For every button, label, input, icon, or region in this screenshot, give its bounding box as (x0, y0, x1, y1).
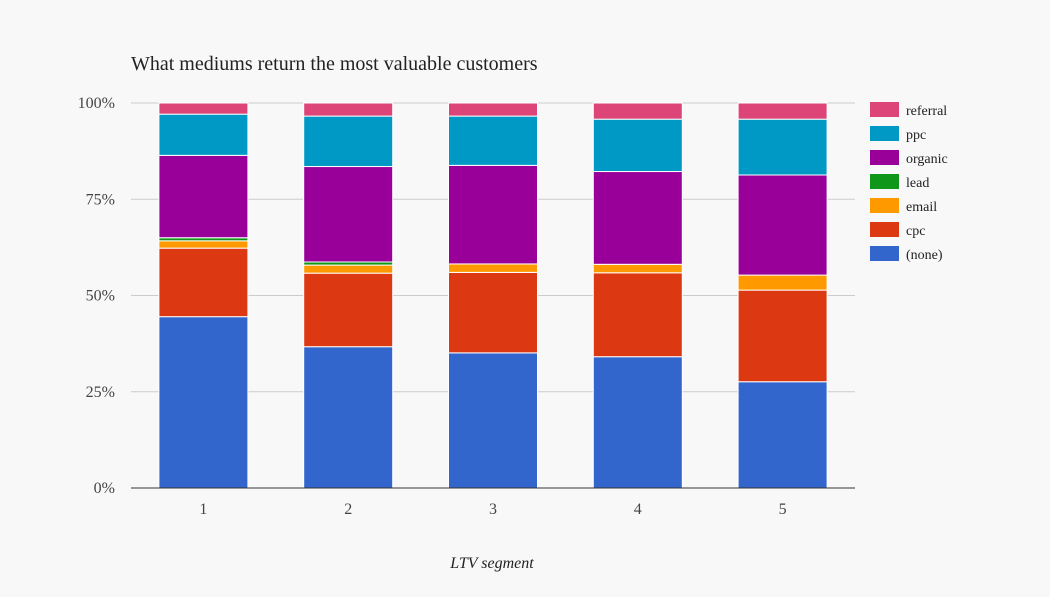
legend-swatch (870, 126, 899, 141)
legend-swatch (870, 222, 899, 237)
bar-segment-cpc-3[interactable] (448, 271, 538, 354)
legend-swatch (870, 102, 899, 117)
bar-segment-ppc-4[interactable] (592, 118, 683, 173)
x-tick-label: 4 (634, 501, 642, 518)
axes: 0% 25% 50% 75% 100% 1 2 3 4 5 (78, 95, 855, 518)
bar-segment-referral-2[interactable] (303, 102, 394, 117)
bar-segment-email-1[interactable] (158, 240, 249, 249)
bar-segment-none-5[interactable] (737, 381, 828, 489)
x-tick-label: 3 (489, 501, 497, 518)
bar-segment-ppc-2[interactable] (303, 115, 394, 168)
bar-segment-ppc-5[interactable] (737, 118, 828, 176)
bar-segment-ppc-3[interactable] (448, 115, 538, 166)
y-tick-label: 25% (86, 384, 115, 401)
bar-segment-cpc-5[interactable] (737, 289, 828, 383)
y-tick-label: 75% (86, 191, 115, 208)
bar-segment-email-5[interactable] (737, 274, 828, 291)
bar-segment-cpc-1[interactable] (158, 247, 249, 318)
bar-segment-organic-4[interactable] (592, 171, 683, 265)
legend-label: (none) (906, 248, 943, 263)
legend-swatch (870, 198, 899, 213)
bar-segment-none-1[interactable] (158, 316, 249, 489)
legend-label: email (906, 200, 937, 215)
bar-segment-referral-5[interactable] (737, 102, 828, 120)
y-tick-label: 0% (94, 480, 115, 497)
bar-segment-cpc-2[interactable] (303, 272, 394, 348)
legend-swatch (870, 150, 899, 165)
legend-item-organic[interactable]: organic (870, 150, 948, 167)
bars (158, 102, 828, 489)
x-axis-title: LTV segment (449, 555, 534, 572)
legend: referral ppc organic lead email cpc (none) (870, 102, 948, 263)
legend-swatch (870, 174, 899, 189)
bar-segment-referral-1[interactable] (158, 102, 249, 115)
bar-segment-none-4[interactable] (592, 356, 683, 489)
bar-segment-organic-5[interactable] (737, 174, 828, 276)
legend-item-none[interactable]: (none) (870, 246, 943, 263)
bar-segment-organic-1[interactable] (158, 154, 249, 239)
y-tick-label: 100% (78, 95, 115, 112)
legend-swatch (870, 246, 899, 261)
x-tick-label: 2 (344, 501, 352, 518)
legend-item-referral[interactable]: referral (870, 102, 947, 119)
bar-segment-none-3[interactable] (448, 352, 538, 489)
legend-item-cpc[interactable]: cpc (870, 222, 925, 239)
legend-item-lead[interactable]: lead (870, 174, 929, 191)
legend-label: cpc (906, 224, 925, 239)
legend-item-email[interactable]: email (870, 198, 937, 215)
bar-segment-email-4[interactable] (592, 263, 683, 274)
bar-segment-referral-3[interactable] (448, 102, 538, 117)
legend-label: referral (906, 104, 947, 119)
bar-segment-email-2[interactable] (303, 264, 394, 274)
legend-label: ppc (906, 128, 926, 143)
legend-item-ppc[interactable]: ppc (870, 126, 926, 143)
x-tick-label: 5 (779, 501, 787, 518)
bar-segment-organic-3[interactable] (448, 164, 538, 265)
bar-segment-none-2[interactable] (303, 346, 394, 489)
bar-segment-organic-2[interactable] (303, 166, 394, 263)
bar-segment-email-3[interactable] (448, 263, 538, 273)
bar-segment-ppc-1[interactable] (158, 113, 249, 156)
bar-segment-referral-4[interactable] (592, 102, 683, 120)
legend-label: lead (906, 176, 929, 191)
chart-title: What mediums return the most valuable cu… (131, 53, 538, 75)
x-tick-label: 1 (199, 501, 207, 518)
legend-label: organic (906, 152, 948, 167)
bar-segment-cpc-4[interactable] (592, 272, 683, 358)
y-tick-label: 50% (86, 288, 115, 305)
